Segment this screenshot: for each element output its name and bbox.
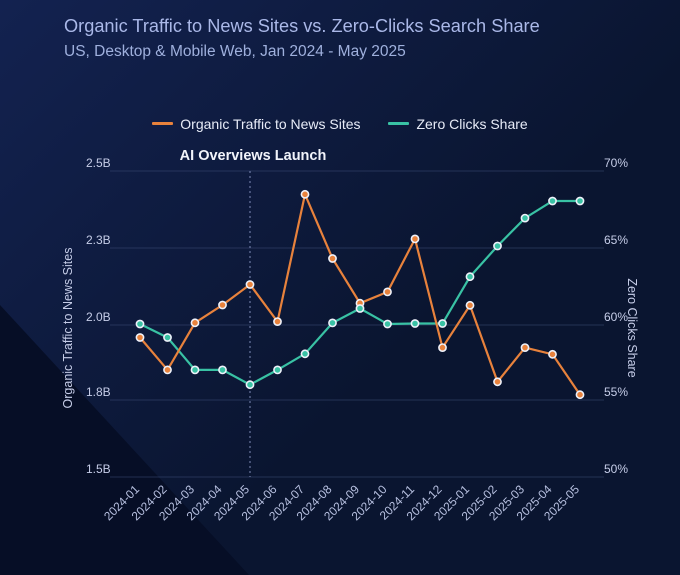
svg-text:50%: 50% [604, 462, 628, 476]
svg-text:65%: 65% [604, 233, 628, 247]
svg-text:2.3B: 2.3B [86, 233, 111, 247]
svg-text:70%: 70% [604, 156, 628, 170]
svg-text:1.5B: 1.5B [86, 462, 111, 476]
svg-text:2.0B: 2.0B [86, 310, 111, 324]
svg-text:1.8B: 1.8B [86, 385, 111, 399]
svg-text:2.5B: 2.5B [86, 156, 111, 170]
svg-text:60%: 60% [604, 310, 628, 324]
svg-text:55%: 55% [604, 385, 628, 399]
